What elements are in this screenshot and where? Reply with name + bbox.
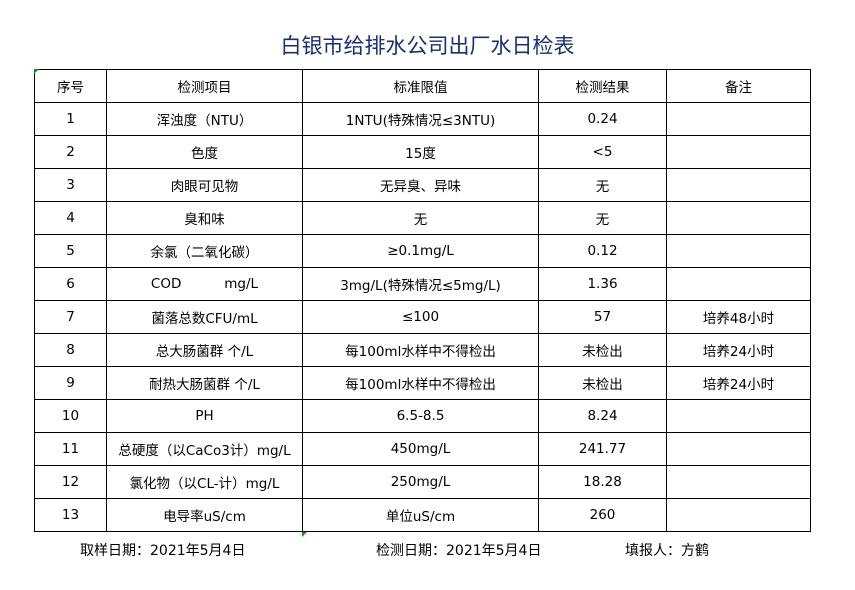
table-cell[interactable]: 6 bbox=[34, 267, 107, 301]
table-cell[interactable] bbox=[666, 465, 811, 499]
table-cell[interactable]: 2 bbox=[34, 135, 107, 169]
table-cell[interactable]: 3 bbox=[34, 168, 107, 202]
table-cell[interactable]: 臭和味 bbox=[106, 201, 303, 235]
table-cell[interactable]: 肉眼可见物 bbox=[106, 168, 303, 202]
table-row: 3 肉眼可见物 无异臭、异味无 bbox=[34, 168, 811, 202]
table-cell[interactable]: 电导率uS/cm bbox=[106, 498, 303, 532]
table-cell[interactable]: 标准限值 bbox=[302, 69, 539, 103]
table-cell[interactable]: 总大肠菌群 个/L bbox=[106, 333, 303, 367]
cell-marker bbox=[302, 532, 307, 537]
table-cell[interactable]: 培养48小时 bbox=[666, 300, 811, 334]
table-cell[interactable]: 13 bbox=[34, 498, 107, 532]
table-cell[interactable]: 浑浊度（NTU） bbox=[106, 102, 303, 136]
table-cell[interactable]: COD mg/L bbox=[106, 267, 303, 301]
table-row: 5 余氯（二氧化碳） ≥0.1mg/L 0.12 bbox=[34, 234, 811, 268]
table-cell[interactable]: 无 bbox=[302, 201, 539, 235]
table-row: 9 耐热大肠菌群 个/L 每100ml水样中不得检出 未检出 培养24小时 bbox=[34, 366, 811, 400]
table-cell[interactable]: 1.36 bbox=[538, 267, 667, 301]
table-cell[interactable]: 无 bbox=[538, 201, 667, 235]
table-cell[interactable]: 57 bbox=[538, 300, 667, 334]
table-cell[interactable]: PH bbox=[106, 399, 303, 433]
table-cell[interactable]: 检测结果 bbox=[538, 69, 667, 103]
table-cell[interactable]: 0.24 bbox=[538, 102, 667, 136]
table-cell[interactable]: 12 bbox=[34, 465, 107, 499]
table-row: 10 PH 6.5-8.5 8.24 bbox=[34, 399, 811, 433]
table-cell[interactable]: 未检出 bbox=[538, 333, 667, 367]
table-cell[interactable] bbox=[666, 201, 811, 235]
cell-marker bbox=[34, 69, 39, 74]
table-cell[interactable]: 241.77 bbox=[538, 432, 667, 466]
table-cell[interactable] bbox=[666, 234, 811, 268]
table-cell[interactable]: 1 bbox=[34, 102, 107, 136]
table-row: 12 氯化物（以CL-计）mg/L 250mg/L 18.28 bbox=[34, 465, 811, 499]
table-cell[interactable]: 培养24小时 bbox=[666, 366, 811, 400]
table-cell[interactable]: 备注 bbox=[666, 69, 811, 103]
table-cell[interactable]: 8 bbox=[34, 333, 107, 367]
table-cell[interactable]: 色度 bbox=[106, 135, 303, 169]
table-cell[interactable]: 18.28 bbox=[538, 465, 667, 499]
reporter: 填报人：方鹤 bbox=[625, 543, 709, 559]
table-cell[interactable]: 260 bbox=[538, 498, 667, 532]
table-cell[interactable]: 培养24小时 bbox=[666, 333, 811, 367]
table-cell[interactable]: 10 bbox=[34, 399, 107, 433]
table-row: 11 总硬度（以CaCo3计）mg/L 450mg/L 241.77 bbox=[34, 432, 811, 466]
table-cell[interactable]: 3mg/L(特殊情况≤5mg/L) bbox=[302, 267, 539, 301]
table-header-row: 序号 检测项目 标准限值 检测结果 备注 bbox=[34, 69, 811, 103]
table-cell[interactable]: 15度 bbox=[302, 135, 539, 169]
table-cell[interactable]: 余氯（二氧化碳） bbox=[106, 234, 303, 268]
table-cell[interactable]: 9 bbox=[34, 366, 107, 400]
table-row: 2 色度 15度 <5 bbox=[34, 135, 811, 169]
table-cell[interactable]: 单位uS/cm bbox=[302, 498, 539, 532]
test-date: 检测日期：2021年5月4日 bbox=[376, 543, 542, 559]
table-row: 6 COD mg/L 3mg/L(特殊情况≤5mg/L) 1.36 bbox=[34, 267, 811, 301]
table-cell[interactable] bbox=[666, 168, 811, 202]
inspection-table: 序号 检测项目 标准限值 检测结果 备注 1 浑浊度（NTU） 1NTU(特殊情况≤3NTU)… bbox=[34, 69, 811, 532]
table-cell[interactable]: 耐热大肠菌群 个/L bbox=[106, 366, 303, 400]
table-cell[interactable] bbox=[666, 432, 811, 466]
table-cell[interactable]: 4 bbox=[34, 201, 107, 235]
table-cell[interactable] bbox=[666, 399, 811, 433]
table-row: 7 菌落总数CFU/mL ≤100 57 培养48小时 bbox=[34, 300, 811, 334]
table-cell[interactable]: <5 bbox=[538, 135, 667, 169]
table-cell[interactable]: 每100ml水样中不得检出 bbox=[302, 333, 539, 367]
table-cell[interactable]: 氯化物（以CL-计）mg/L bbox=[106, 465, 303, 499]
table-cell[interactable]: 250mg/L bbox=[302, 465, 539, 499]
table-row: 13 电导率uS/cm 单位uS/cm 260 bbox=[34, 498, 811, 532]
table-cell[interactable]: 7 bbox=[34, 300, 107, 334]
table-cell[interactable] bbox=[666, 102, 811, 136]
table-cell[interactable]: 无异臭、异味 bbox=[302, 168, 539, 202]
table-row: 4 臭和味无无 bbox=[34, 201, 811, 235]
table-cell[interactable]: 11 bbox=[34, 432, 107, 466]
table-cell[interactable]: 检测项目 bbox=[106, 69, 303, 103]
table-cell[interactable]: 450mg/L bbox=[302, 432, 539, 466]
sampling-date: 取样日期：2021年5月4日 bbox=[80, 543, 246, 559]
table-cell[interactable] bbox=[666, 267, 811, 301]
table-cell[interactable]: 0.12 bbox=[538, 234, 667, 268]
table-row: 8 总大肠菌群 个/L 每100ml水样中不得检出 未检出 培养24小时 bbox=[34, 333, 811, 367]
table-cell[interactable]: 无 bbox=[538, 168, 667, 202]
table-cell[interactable]: 序号 bbox=[34, 69, 107, 103]
table-cell[interactable] bbox=[666, 135, 811, 169]
table-cell[interactable]: 8.24 bbox=[538, 399, 667, 433]
table-cell[interactable]: 5 bbox=[34, 234, 107, 268]
table-cell[interactable]: ≤100 bbox=[302, 300, 539, 334]
table-cell[interactable]: 菌落总数CFU/mL bbox=[106, 300, 303, 334]
table-cell[interactable]: 未检出 bbox=[538, 366, 667, 400]
table-cell[interactable]: 每100ml水样中不得检出 bbox=[302, 366, 539, 400]
table-row: 1 浑浊度（NTU） 1NTU(特殊情况≤3NTU) 0.24 bbox=[34, 102, 811, 136]
table-cell[interactable]: 总硬度（以CaCo3计）mg/L bbox=[106, 432, 303, 466]
table-cell[interactable] bbox=[666, 498, 811, 532]
table-cell[interactable]: 6.5-8.5 bbox=[302, 399, 539, 433]
page-title: 白银市给排水公司出厂水日检表 bbox=[280, 34, 575, 58]
table-cell[interactable]: 1NTU(特殊情况≤3NTU) bbox=[302, 102, 539, 136]
table-cell[interactable]: ≥0.1mg/L bbox=[302, 234, 539, 268]
